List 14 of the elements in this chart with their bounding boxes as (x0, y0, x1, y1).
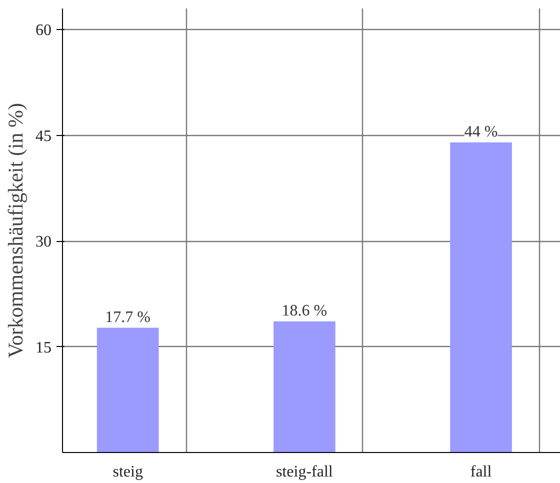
y-tick-label: 30 (36, 234, 52, 251)
y-tick-label: 45 (36, 128, 52, 145)
bar (96, 328, 159, 452)
x-tick-label: fall (470, 464, 492, 480)
data-label: 17.7 % (105, 308, 151, 326)
data-label: 44 % (464, 123, 498, 140)
bar (450, 142, 512, 452)
y-axis-title: Vorkommenshäufigkeit (in %) (4, 102, 28, 358)
x-tick-label: steig (112, 464, 143, 480)
y-tick-label: 60 (36, 22, 52, 40)
y-tick-label: 15 (36, 339, 52, 356)
bar (274, 321, 336, 452)
x-tick-label: steig-fall (276, 464, 334, 480)
data-label: 18.6 % (282, 302, 328, 320)
